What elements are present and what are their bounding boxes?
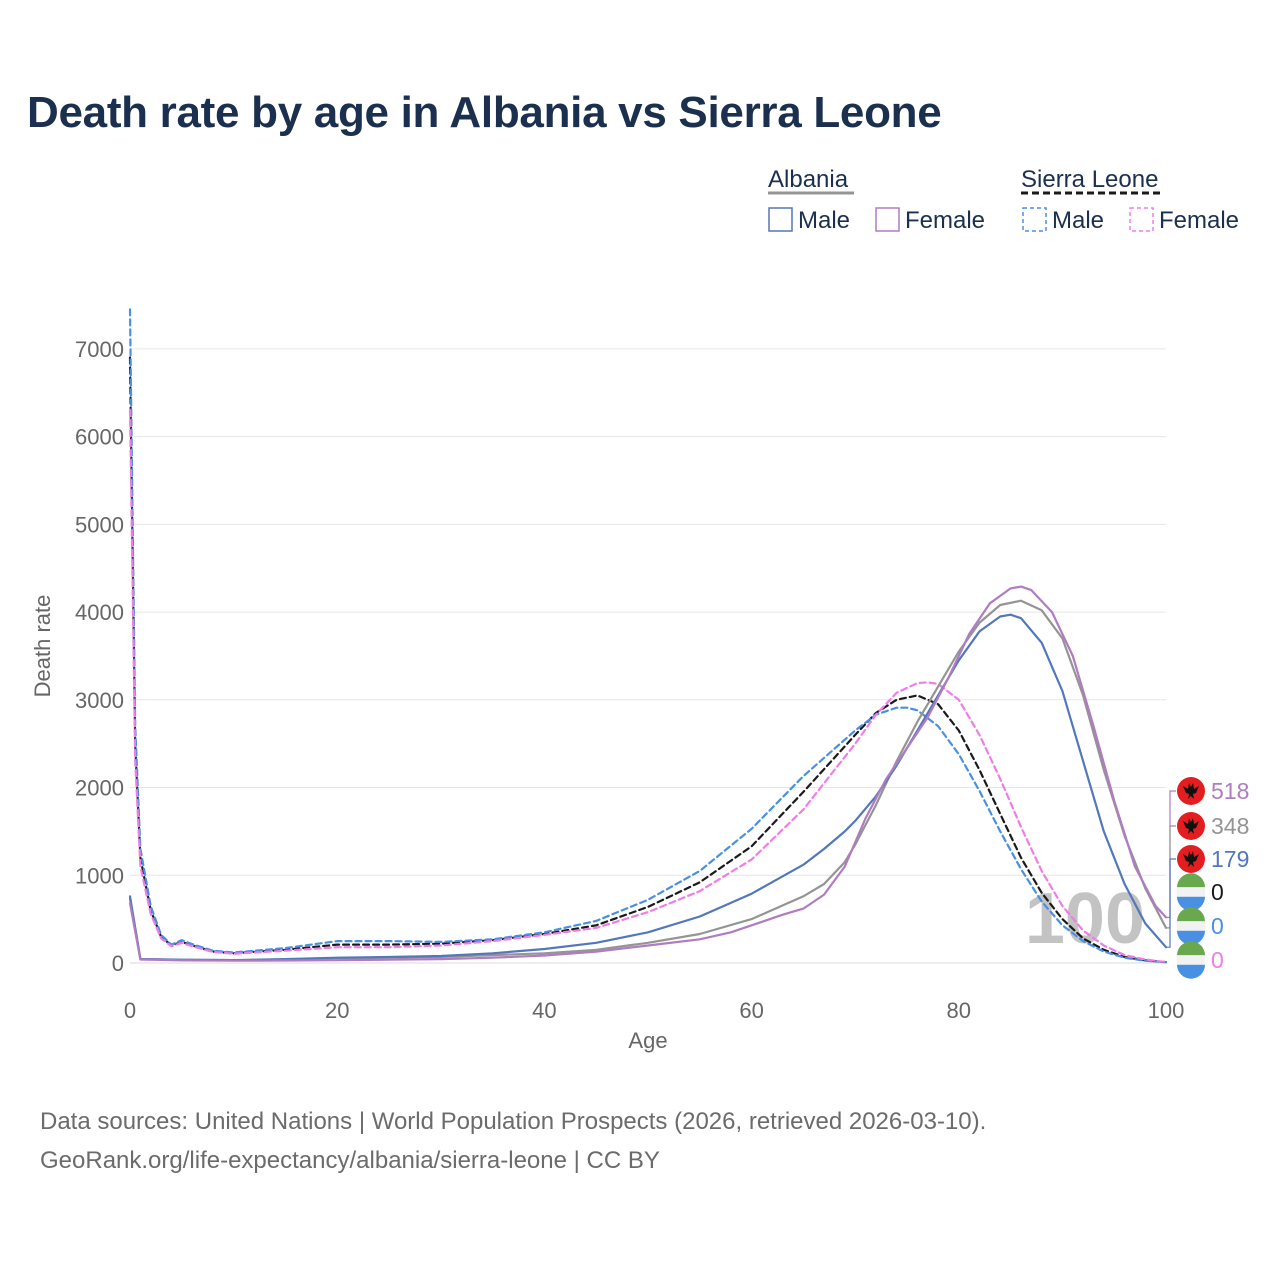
axes: 0 1000 2000 3000 4000 5000 6000 7000 0 20 40 60 80 10… (30, 337, 1184, 1053)
end-value-label: 0 (1211, 913, 1224, 939)
end-value-label: 179 (1211, 846, 1249, 872)
line-sierra-leone-male (128, 308, 1168, 964)
sierra-leone-flag-icon (1177, 907, 1205, 945)
legend-swatch (875, 207, 900, 232)
current-age-label: 100 (1025, 879, 1145, 959)
end-value-label: 0 (1211, 879, 1224, 905)
y-tick-label: 2000 (75, 776, 124, 801)
line-sierra-leone-total (128, 356, 1168, 964)
y-tick-label: 4000 (75, 600, 124, 625)
albania-flag-icon (1177, 777, 1205, 805)
legend-group-title: Sierra Leone (1021, 166, 1158, 193)
sierra-leone-flag-icon (1177, 873, 1205, 911)
legend-swatch (1022, 207, 1047, 232)
source-line-1: Data sources: United Nations | World Pop… (40, 1108, 987, 1135)
y-tick-label: 0 (112, 951, 124, 976)
x-tick-label: 20 (325, 998, 349, 1023)
source-line-2[interactable]: GeoRank.org/life-expectancy/albania/sier… (40, 1147, 660, 1174)
legend-entry-label: Female (1159, 207, 1239, 234)
x-tick-label: 100 (1148, 998, 1185, 1023)
end-connector (1166, 825, 1176, 929)
y-tick-label: 7000 (75, 337, 124, 362)
albania-flag-icon (1177, 812, 1205, 840)
x-tick-label: 0 (124, 998, 136, 1023)
chart-title: Death rate by age in Albania vs Sierra L… (27, 88, 942, 137)
legend-entry-label: Female (905, 207, 985, 234)
line-albania-female (128, 585, 1168, 962)
end-markers: 518 348 179 0 0 0 (1166, 777, 1249, 979)
y-tick-label: 3000 (75, 688, 124, 713)
legend-group-title: Albania (768, 166, 849, 193)
y-tick-label: 5000 (75, 512, 124, 537)
end-value-label: 518 (1211, 778, 1249, 804)
x-tick-label: 80 (947, 998, 971, 1023)
grid (130, 348, 1166, 876)
y-axis-title: Death rate (30, 595, 55, 698)
albania-flag-icon (1177, 845, 1205, 873)
x-tick-label: 40 (532, 998, 556, 1023)
legend-entry-label: Male (798, 207, 850, 234)
legend-entry-label: Male (1052, 207, 1104, 234)
y-tick-label: 6000 (75, 425, 124, 450)
line-albania-male (128, 613, 1168, 962)
lines (128, 308, 1168, 964)
x-tick-label: 60 (739, 998, 763, 1023)
y-tick-label: 1000 (75, 863, 124, 888)
end-connector (1166, 858, 1176, 948)
legend-swatch (1129, 207, 1154, 232)
sierra-leone-flag-icon (1177, 941, 1205, 979)
end-value-label: 0 (1211, 947, 1224, 973)
end-connector (1166, 790, 1176, 918)
end-value-label: 348 (1211, 813, 1249, 839)
line-sierra-leone-female (128, 409, 1168, 964)
legend-swatch (768, 207, 793, 232)
x-axis-title: Age (628, 1028, 667, 1053)
